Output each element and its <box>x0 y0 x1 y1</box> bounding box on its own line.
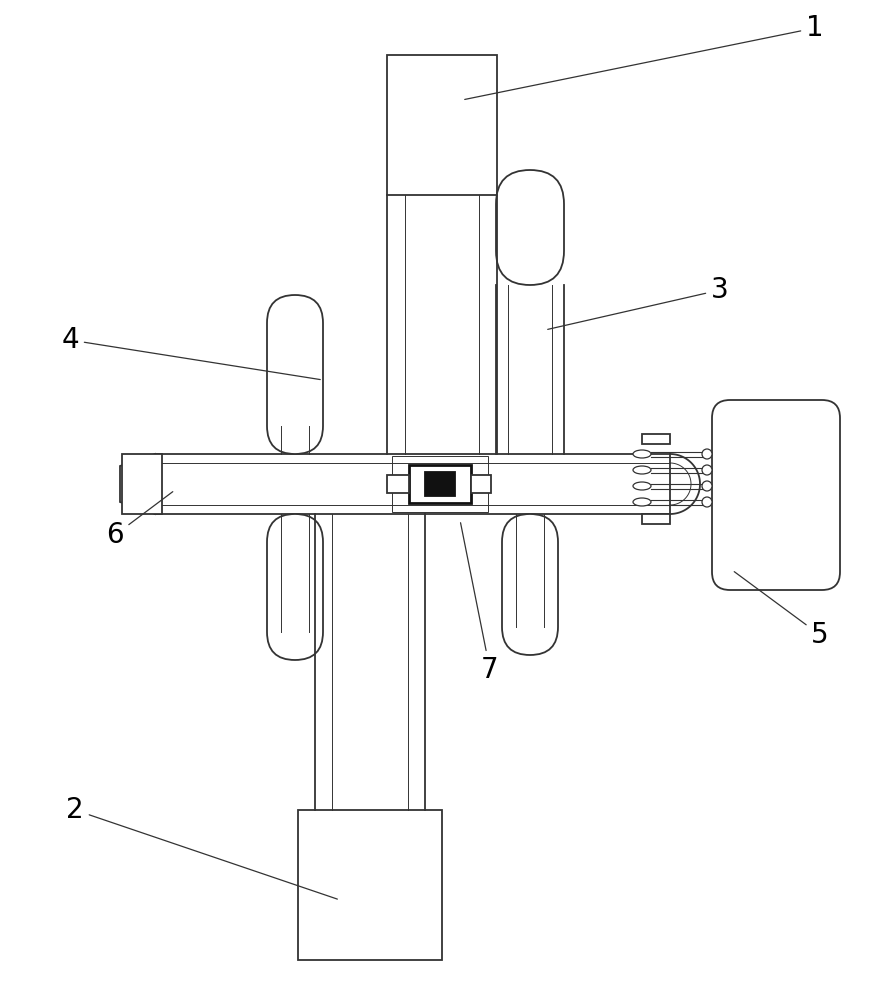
Bar <box>387 55 497 195</box>
Text: 3: 3 <box>548 276 729 329</box>
Polygon shape <box>120 454 155 514</box>
Text: 1: 1 <box>465 14 824 99</box>
Circle shape <box>702 465 712 475</box>
Bar <box>425 472 455 496</box>
Circle shape <box>702 481 712 491</box>
Bar <box>642 434 670 444</box>
Circle shape <box>702 449 712 459</box>
Circle shape <box>702 497 712 507</box>
Text: 7: 7 <box>460 523 499 684</box>
FancyBboxPatch shape <box>712 400 840 590</box>
Text: 2: 2 <box>66 796 337 899</box>
Ellipse shape <box>633 450 651 458</box>
Text: 6: 6 <box>106 492 173 549</box>
FancyBboxPatch shape <box>502 514 558 655</box>
Text: 5: 5 <box>735 572 829 649</box>
FancyBboxPatch shape <box>267 295 323 454</box>
Bar <box>155 454 670 514</box>
Bar <box>471 475 491 493</box>
Text: 4: 4 <box>61 326 320 380</box>
Ellipse shape <box>633 498 651 506</box>
Bar <box>409 465 471 503</box>
Bar <box>298 810 442 960</box>
Ellipse shape <box>633 466 651 474</box>
Bar <box>642 514 670 524</box>
Bar <box>122 454 162 514</box>
Bar <box>387 475 409 493</box>
Ellipse shape <box>633 482 651 490</box>
FancyBboxPatch shape <box>496 170 564 285</box>
Bar <box>392 456 488 512</box>
FancyBboxPatch shape <box>267 514 323 660</box>
